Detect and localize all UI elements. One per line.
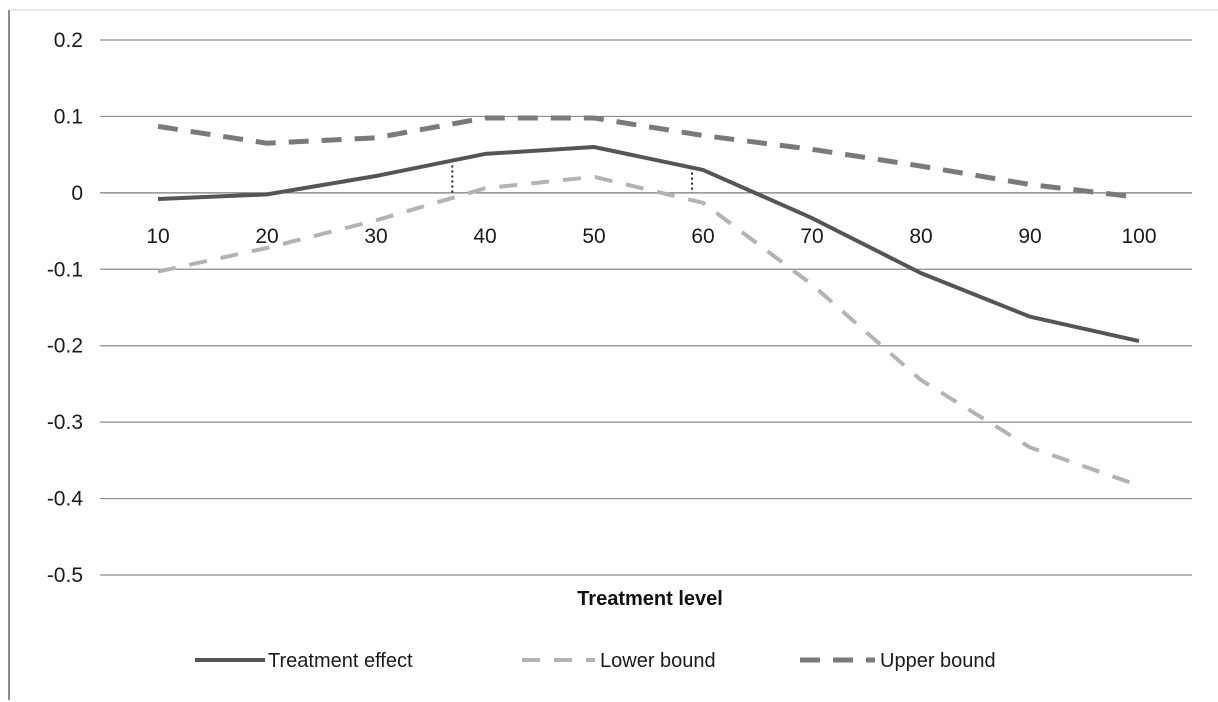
gridlines (100, 39, 1192, 576)
x-axis-title: Treatment level (577, 588, 723, 610)
y-tick-label: -0.5 (47, 564, 83, 587)
y-tick-label: -0.1 (47, 258, 83, 281)
x-tick-label: 90 (1018, 225, 1041, 248)
x-tick-label: 80 (909, 225, 932, 248)
legend: Treatment effect Lower bound Upper bound (195, 650, 996, 672)
legend-label: Lower bound (600, 650, 716, 672)
y-tick-label: 0.1 (54, 105, 83, 128)
series-lines (157, 115, 1140, 488)
y-tick-labels: 0.2 0.1 0 -0.1 -0.2 -0.3 -0.4 -0.5 (47, 29, 84, 587)
x-tick-label: 30 (364, 225, 387, 248)
series-line-upper-bound (157, 115, 1140, 200)
x-tick-label: 70 (800, 225, 823, 248)
y-tick-label: 0 (71, 182, 83, 205)
x-tick-label: 20 (255, 225, 278, 248)
y-tick-label: -0.2 (47, 335, 83, 358)
x-tick-label: 50 (582, 225, 605, 248)
y-tick-label: -0.3 (47, 411, 83, 434)
y-tick-label: -0.4 (47, 488, 84, 511)
reference-lines (451, 160, 694, 193)
x-tick-label: 40 (473, 225, 496, 248)
x-tick-labels: 10 20 30 40 50 60 70 80 90 100 (146, 225, 1156, 248)
series-line-treatment-effect (157, 145, 1140, 344)
legend-label: Treatment effect (268, 650, 413, 672)
y-tick-label: 0.2 (54, 29, 83, 52)
series-line-lower-bound (157, 174, 1140, 488)
x-tick-label: 100 (1121, 225, 1156, 248)
legend-label: Upper bound (880, 650, 996, 672)
x-tick-label: 10 (146, 225, 169, 248)
x-tick-label: 60 (691, 225, 714, 248)
